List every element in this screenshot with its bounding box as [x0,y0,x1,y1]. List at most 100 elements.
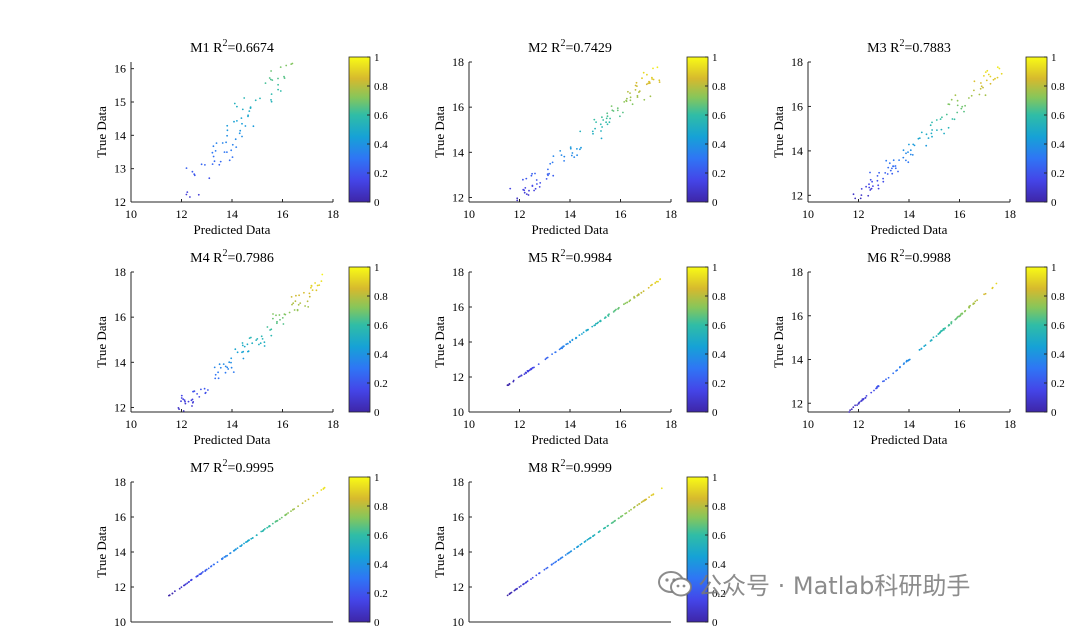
data-point [214,377,217,380]
data-point [279,66,282,68]
data-point [582,331,585,334]
data-point [968,97,970,99]
x-tick-label: 18 [1004,207,1016,221]
data-point [575,336,577,339]
y-tick-label: 16 [114,62,126,76]
data-point [594,127,596,130]
data-point [959,314,962,317]
colorbar [686,266,709,413]
data-point [251,342,254,345]
data-point [307,498,310,501]
data-point [982,86,984,89]
data-point [185,193,188,196]
data-point [518,586,521,588]
chart-title: M6 R2=0.9988 [867,248,951,266]
data-point [525,581,528,584]
y-tick-label: 15 [114,95,126,109]
data-point [877,184,880,187]
data-point [214,373,217,376]
colorbar-tick-label: 0.6 [712,110,726,122]
data-point [512,379,515,382]
data-point [182,584,185,587]
data-point [240,117,243,119]
data-point [231,156,234,159]
data-point [902,156,905,159]
y-tick-label: 16 [114,510,126,524]
y-axis-label: True Data [432,106,447,158]
chart-title: M4 R2=0.7986 [190,248,274,266]
data-point [297,505,299,508]
data-point [623,101,626,103]
data-point [198,396,201,398]
data-point [992,78,995,81]
data-point [936,129,938,132]
title-superscript: 2 [560,458,565,469]
data-point [891,167,893,170]
data-point [929,124,932,127]
data-point [298,294,300,297]
y-tick-label: 14 [452,145,464,159]
data-point [259,342,262,345]
data-point [522,178,524,181]
data-point [270,100,273,103]
x-tick-label: 10 [125,417,137,431]
colorbar-tick-label: 0.6 [374,110,388,122]
y-axis-label: True Data [94,106,109,158]
title-model: M4 R [190,251,223,266]
colorbar-tick-label: 0 [374,197,380,209]
data-point [569,340,571,343]
x-tick-label: 16 [615,207,627,221]
data-point [210,565,213,567]
data-point [244,125,247,127]
data-point [907,151,909,154]
y-axis-label: True Data [432,526,447,578]
data-point [310,286,312,289]
data-point [953,118,956,121]
colorbar-tick-label: 0.4 [374,139,388,151]
data-point [903,362,905,365]
title-r2-value: =0.6674 [227,41,273,56]
x-tick-label: 16 [954,417,966,431]
data-point [523,191,526,194]
data-point [885,159,888,162]
data-point [568,551,570,554]
data-point [996,66,999,69]
data-point [544,358,547,361]
scatter-points [168,486,326,597]
data-point [535,574,538,577]
data-point [207,389,209,391]
data-point [529,368,532,371]
data-point [920,348,923,350]
y-axis-label: True Data [771,316,786,368]
data-point [240,545,243,547]
title-r2-value: =0.9988 [904,251,950,266]
data-point [622,111,624,114]
data-point [214,150,217,152]
data-point [864,397,867,399]
data-point [561,556,564,559]
data-point [234,348,237,351]
data-point [941,329,944,332]
colorbar-tick-label: 0.8 [1051,291,1065,303]
data-point [223,151,226,154]
data-point [920,131,923,134]
data-point [191,398,194,401]
data-point [243,542,245,545]
data-point [526,580,529,583]
data-point [171,592,174,595]
data-point [629,92,631,94]
data-point [236,105,238,108]
data-point [204,570,207,572]
y-tick-label: 18 [791,55,803,69]
data-point [870,391,873,394]
data-point [606,115,609,118]
data-point [630,508,632,511]
data-point [231,143,234,146]
data-point [546,356,549,359]
data-point [283,75,285,78]
data-point [509,187,512,190]
data-point [559,557,562,560]
x-tick-label: 12 [176,207,188,221]
data-point [878,171,880,174]
